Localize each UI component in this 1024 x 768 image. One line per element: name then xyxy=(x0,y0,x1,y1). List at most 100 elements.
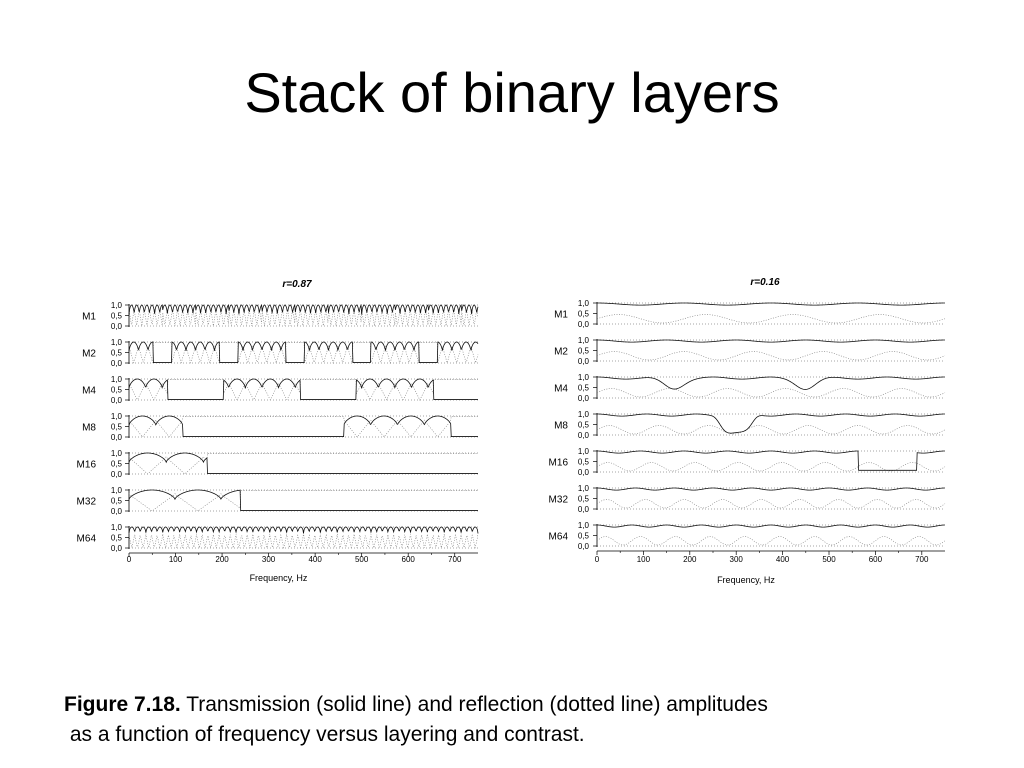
transmission-line xyxy=(596,524,946,528)
reflection-line xyxy=(596,425,946,435)
y-tick-label: 1,0 xyxy=(111,486,123,495)
y-tick-label: 0,0 xyxy=(111,359,123,368)
y-tick-label: 0,5 xyxy=(111,386,123,395)
y-tick-label: 0,5 xyxy=(111,312,123,321)
y-tick-label: 0,5 xyxy=(578,310,590,319)
x-tick-label: 200 xyxy=(683,555,697,564)
reflection-line xyxy=(128,416,478,438)
x-tick-label: 600 xyxy=(869,555,883,564)
transmission-line xyxy=(128,452,478,474)
y-tick-label: 1,0 xyxy=(111,449,123,458)
reflection-line xyxy=(596,351,946,361)
reflection-line xyxy=(596,314,946,324)
y-tick-label: 0,5 xyxy=(111,349,123,358)
y-tick-label: 0,5 xyxy=(578,495,590,504)
panel-label-m2: M2 xyxy=(82,349,96,360)
reflection-line xyxy=(596,462,946,472)
x-tick-label: 100 xyxy=(169,555,183,564)
x-tick-label: 600 xyxy=(402,555,416,564)
figure-panel-grid: r=0.871,00,50,0M11,00,50,0M21,00,50,0M41… xyxy=(77,277,946,585)
y-tick-label: 1,0 xyxy=(578,410,590,419)
y-tick-label: 1,0 xyxy=(578,521,590,530)
y-tick-label: 0,0 xyxy=(578,320,590,329)
transmission-line xyxy=(597,487,945,491)
x-tick-label: 500 xyxy=(822,555,836,564)
transmission-line xyxy=(128,378,478,400)
x-axis-title-right: Frequency, Hz xyxy=(717,575,775,585)
panel-label-m32: M32 xyxy=(77,497,97,508)
y-tick-label: 0,0 xyxy=(578,431,590,440)
caption-label: Figure 7.18. xyxy=(64,693,181,716)
transmission-line xyxy=(597,302,945,306)
transmission-line xyxy=(128,303,479,315)
y-tick-label: 0,5 xyxy=(578,347,590,356)
x-tick-label: 400 xyxy=(776,555,790,564)
transmission-line xyxy=(128,341,479,363)
panel-label-m16: M16 xyxy=(77,460,97,471)
x-tick-label: 300 xyxy=(262,555,276,564)
panel-label-m64: M64 xyxy=(77,534,97,545)
y-tick-label: 0,0 xyxy=(111,322,123,331)
transmission-line xyxy=(597,339,945,343)
y-tick-label: 1,0 xyxy=(578,447,590,456)
y-tick-label: 0,0 xyxy=(111,396,123,405)
slide-title: Stack of binary layers xyxy=(244,61,780,124)
transmission-line xyxy=(597,413,945,434)
panel-label-m4: M4 xyxy=(82,386,96,397)
transmission-line xyxy=(128,489,478,511)
reflection-line xyxy=(128,453,478,475)
transmission-line xyxy=(128,415,478,437)
panel-label-m64: M64 xyxy=(549,532,569,543)
y-tick-label: 0,5 xyxy=(578,458,590,467)
y-tick-label: 1,0 xyxy=(111,301,123,310)
y-tick-label: 0,0 xyxy=(111,507,123,516)
x-tick-label: 300 xyxy=(730,555,744,564)
caption-text-1: Transmission (solid line) and reflection… xyxy=(186,693,768,716)
caption-line-2: as a function of frequency versus layeri… xyxy=(64,720,964,750)
y-tick-label: 0,5 xyxy=(578,384,590,393)
x-tick-label: 400 xyxy=(308,555,322,564)
panel-label-m4: M4 xyxy=(554,384,568,395)
y-tick-label: 1,0 xyxy=(578,373,590,382)
panel-label-m32: M32 xyxy=(549,495,569,506)
reflection-line xyxy=(596,499,946,509)
y-tick-label: 0,5 xyxy=(578,421,590,430)
reflection-line xyxy=(128,379,478,401)
reflection-line xyxy=(128,532,479,549)
transmission-line xyxy=(128,526,479,534)
panel-label-m1: M1 xyxy=(82,312,96,323)
y-tick-label: 1,0 xyxy=(578,336,590,345)
y-tick-label: 1,0 xyxy=(111,338,123,347)
panel-label-m8: M8 xyxy=(82,423,96,434)
panel-label-m1: M1 xyxy=(554,310,568,321)
y-tick-label: 0,0 xyxy=(111,433,123,442)
reflection-line xyxy=(596,388,946,398)
panel-label-m16: M16 xyxy=(549,458,569,469)
panel-label-m8: M8 xyxy=(554,421,568,432)
chart-title-right: r=0.16 xyxy=(750,277,780,288)
y-tick-label: 1,0 xyxy=(111,375,123,384)
chart-title-left: r=0.87 xyxy=(282,279,312,290)
y-tick-label: 1,0 xyxy=(111,523,123,532)
panel-label-m2: M2 xyxy=(554,347,568,358)
y-tick-label: 0,0 xyxy=(578,357,590,366)
caption-line-1: Figure 7.18. Transmission (solid line) a… xyxy=(64,690,964,720)
y-tick-label: 0,5 xyxy=(111,460,123,469)
y-tick-label: 0,0 xyxy=(578,542,590,551)
y-tick-label: 0,5 xyxy=(111,497,123,506)
x-tick-label: 200 xyxy=(215,555,229,564)
y-tick-label: 0,0 xyxy=(578,394,590,403)
y-tick-label: 0,0 xyxy=(111,544,123,553)
reflection-line xyxy=(128,490,478,512)
x-tick-label: 0 xyxy=(595,555,600,564)
y-tick-label: 0,5 xyxy=(111,534,123,543)
x-tick-label: 500 xyxy=(355,555,369,564)
y-tick-label: 0,0 xyxy=(578,505,590,514)
x-tick-label: 700 xyxy=(915,555,929,564)
y-tick-label: 1,0 xyxy=(578,299,590,308)
figure-caption: Figure 7.18. Transmission (solid line) a… xyxy=(64,690,964,750)
reflection-line xyxy=(128,342,479,365)
y-tick-label: 0,0 xyxy=(578,468,590,477)
y-tick-label: 0,5 xyxy=(111,423,123,432)
y-tick-label: 1,0 xyxy=(111,412,123,421)
